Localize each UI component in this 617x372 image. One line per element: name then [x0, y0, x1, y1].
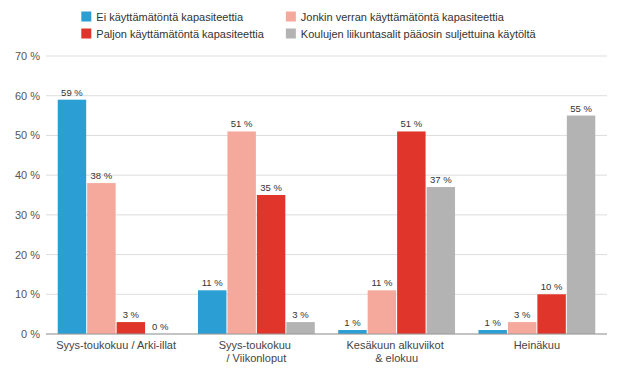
bar [368, 290, 396, 334]
y-tick-label: 60 % [15, 90, 40, 102]
data-label: 3 % [514, 309, 531, 320]
bar [567, 116, 595, 334]
data-label: 1 % [485, 317, 502, 328]
data-labels: 59 % 11 % 1 % 1 % 38 % 51 % 11 % 3 % 3 % 35 % 51 %… [61, 87, 592, 332]
legend-item: Ei käyttämätöntä kapasiteettia [81, 11, 244, 23]
data-label: 51 % [231, 118, 253, 129]
y-tick-label: 10 % [15, 288, 40, 300]
y-tick-label: 40 % [15, 169, 40, 181]
page: {"chart_data": {"type": "bar", "categori… [0, 0, 617, 372]
x-tick-label: Heinäkuu [514, 339, 560, 351]
bar [117, 322, 145, 334]
data-label: 3 % [123, 309, 140, 320]
legend-label: Koulujen liikuntasalit pääosin suljettui… [301, 28, 537, 40]
data-label: 59 % [61, 87, 83, 98]
background [0, 0, 617, 372]
bar [198, 290, 226, 334]
data-label: 35 % [260, 182, 282, 193]
x-axis: Syys-toukokuu / Arki-illat Syys-toukokuu … [56, 339, 560, 364]
bar [427, 187, 455, 334]
bar [478, 330, 506, 334]
bars [58, 100, 596, 334]
baseline [46, 334, 607, 335]
data-label: 37 % [430, 174, 452, 185]
legend-item: Jonkin verran käyttämätöntä kapasiteetti… [286, 11, 505, 23]
x-tick-label-line: / Viikonloput [227, 352, 287, 364]
data-label: 3 % [292, 309, 309, 320]
grid-line [46, 334, 607, 335]
chart: Ei käyttämätöntä kapasiteettia Jonkin ver… [0, 0, 617, 372]
x-tick-label: Kesäkuun alkuviikot & elokuu [346, 339, 446, 364]
data-label: 51 % [401, 118, 423, 129]
bar [338, 330, 366, 334]
grid-line [46, 254, 607, 255]
x-tick-label-line: & elokuu [375, 352, 418, 364]
grid-line [46, 56, 607, 57]
x-tick-label: Syys-toukokuu / Viikonloput [219, 339, 294, 364]
grid-line [46, 214, 607, 215]
bar [257, 195, 285, 334]
legend-swatch [81, 12, 91, 22]
bar [537, 294, 565, 334]
x-tick-label-line: Kesäkuun alkuviikot [346, 339, 446, 351]
x-tick-label-line: Syys-toukokuu [219, 339, 294, 351]
bar [508, 322, 536, 334]
grid-line [46, 95, 607, 96]
y-tick-label: 50 % [15, 129, 40, 141]
legend-item: Paljon käyttämätöntä kapasiteettia [81, 28, 264, 40]
y-axis: 0 % 10 % 20 % 30 % 40 % 50 % 60 % 70 % [15, 50, 607, 340]
y-tick-label: 0 % [21, 328, 40, 340]
legend-swatch [286, 29, 296, 39]
y-tick-label: 20 % [15, 249, 40, 261]
grid-line [46, 135, 607, 136]
data-label: 38 % [91, 170, 113, 181]
y-tick-label: 30 % [15, 209, 40, 221]
legend-swatch [286, 12, 296, 22]
data-label: 55 % [570, 103, 592, 114]
data-label: 1 % [344, 317, 361, 328]
legend-item: Koulujen liikuntasalit pääosin suljettui… [286, 28, 537, 40]
bar [227, 131, 255, 334]
bar [87, 183, 115, 334]
y-tick-label: 70 % [15, 50, 40, 62]
x-tick-label: Syys-toukokuu / Arki-illat [56, 339, 176, 351]
legend-label: Ei käyttämätöntä kapasiteettia [96, 11, 244, 23]
legend: Ei käyttämätöntä kapasiteettia Jonkin ver… [81, 11, 536, 40]
bar [397, 131, 425, 334]
bar [286, 322, 314, 334]
legend-label: Jonkin verran käyttämätöntä kapasiteetti… [301, 11, 505, 23]
data-label: 11 % [371, 277, 393, 288]
data-label: 0 % [152, 321, 169, 332]
legend-label: Paljon käyttämätöntä kapasiteettia [96, 28, 264, 40]
data-label: 11 % [202, 277, 224, 288]
legend-swatch [81, 29, 91, 39]
bar [58, 100, 86, 334]
grid-line [46, 294, 607, 295]
grid-line [46, 175, 607, 176]
data-label: 10 % [541, 281, 563, 292]
